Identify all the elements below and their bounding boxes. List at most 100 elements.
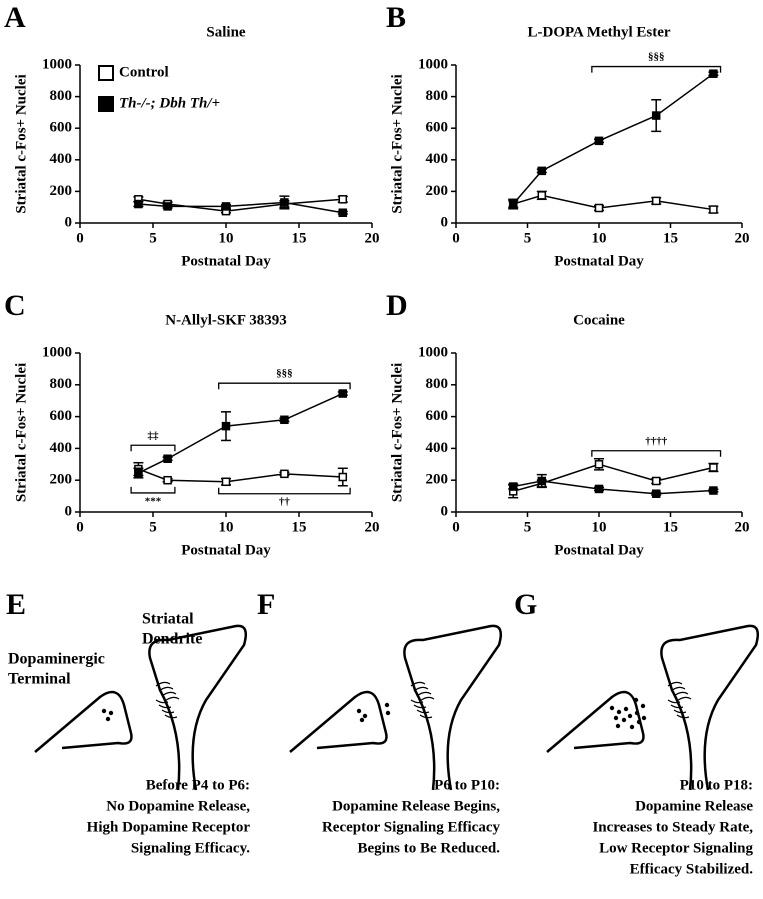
panel-label: F	[257, 588, 275, 621]
x-tick-label: 5	[524, 230, 532, 246]
receptor	[419, 714, 433, 719]
data-point	[651, 476, 661, 486]
caption-line: Before P4 to P6:	[146, 777, 250, 793]
significance-bracket	[218, 487, 351, 495]
receptor	[410, 681, 426, 687]
receptor	[161, 691, 177, 697]
vesicle-dot	[634, 710, 640, 716]
data-point	[163, 454, 172, 463]
x-tick-label: 10	[219, 230, 234, 246]
chart-title: Cocaine	[573, 312, 625, 328]
data-point	[134, 468, 143, 478]
caption-line: Dopamine Release Begins,	[332, 798, 500, 814]
caption-line: Signaling Efficacy.	[131, 840, 250, 856]
x-tick-label: 20	[735, 519, 750, 535]
legend-swatch	[98, 65, 114, 81]
diagram: G	[514, 588, 759, 791]
x-tick-label: 10	[592, 519, 607, 535]
vesicle-dot	[108, 710, 114, 716]
y-tick-label: 200	[426, 183, 449, 199]
data-point	[280, 415, 289, 425]
vesicle-dot	[641, 715, 647, 721]
vesicle-dot	[623, 706, 629, 712]
y-tick-label: 400	[50, 440, 73, 456]
data-point	[508, 199, 518, 209]
caption-line: P6 to P10:	[434, 777, 500, 793]
receptor	[410, 699, 424, 704]
terminal-shape	[546, 690, 645, 753]
y-tick-label: 600	[426, 408, 449, 424]
vesicle-dot	[621, 717, 627, 723]
dendrite-label: Striatal	[142, 611, 194, 628]
panel-label: C	[4, 289, 26, 322]
terminal-label: Dopaminergic	[8, 651, 105, 668]
vesicle-dot	[615, 723, 621, 729]
receptor	[676, 714, 690, 719]
receptor	[416, 691, 432, 697]
data-point	[134, 199, 143, 209]
data-point	[338, 389, 348, 398]
vesicle-dot	[384, 702, 390, 708]
series-line	[512, 73, 714, 205]
caption-line: Efficacy Stabilized.	[630, 861, 754, 877]
receptor	[673, 709, 687, 714]
receptor	[667, 681, 683, 687]
caption-line: No Dopamine Release,	[106, 798, 250, 814]
receptor	[670, 686, 686, 692]
x-tick-label: 5	[524, 519, 532, 535]
data-point	[280, 469, 289, 479]
dendrite-shape	[660, 624, 759, 791]
significance-bracket	[130, 444, 176, 452]
receptor	[164, 696, 180, 702]
x-axis-label: Postnatal Day	[181, 253, 271, 269]
y-tick-label: 0	[441, 503, 449, 519]
receptor	[676, 696, 692, 702]
data-point	[594, 203, 604, 213]
data-point	[709, 69, 718, 78]
caption-line: P10 to P18:	[680, 777, 753, 793]
receptor	[413, 704, 427, 709]
data-point	[221, 421, 231, 431]
receptor	[667, 699, 681, 704]
significance-bracket	[591, 65, 722, 73]
y-tick-label: 0	[65, 503, 73, 519]
x-tick-label: 15	[663, 230, 678, 246]
y-tick-label: 800	[426, 88, 449, 104]
panel-label: E	[6, 588, 26, 621]
x-axis-label: Postnatal Day	[181, 542, 271, 558]
data-point	[709, 463, 718, 472]
caption-line: Low Receptor Signaling	[599, 840, 753, 856]
data-point	[709, 486, 718, 495]
data-point	[594, 460, 604, 469]
panel-label: B	[386, 1, 406, 34]
panel-label: D	[386, 289, 408, 322]
diagram: F	[257, 588, 502, 791]
y-axis-label: Striatal c-Fos+ Nuclei	[389, 74, 405, 213]
receptor	[673, 691, 689, 697]
data-point	[537, 191, 547, 200]
x-tick-label: 0	[76, 230, 84, 246]
x-tick-label: 5	[149, 519, 157, 535]
vesicle-dot	[616, 709, 622, 715]
data-point	[651, 196, 661, 206]
data-point	[221, 477, 231, 487]
data-point	[537, 476, 547, 486]
data-point	[508, 482, 518, 491]
vesicle-dot	[105, 716, 111, 722]
y-tick-label: 800	[426, 376, 449, 392]
y-tick-label: 1000	[418, 56, 448, 72]
data-point	[163, 202, 172, 211]
y-tick-label: 200	[50, 183, 73, 199]
data-point	[338, 472, 348, 482]
y-tick-label: 400	[426, 151, 449, 167]
chart-title: Saline	[206, 24, 246, 40]
x-tick-label: 0	[452, 519, 460, 535]
data-point	[338, 195, 348, 204]
y-axis-label: Striatal c-Fos+ Nuclei	[389, 363, 405, 502]
data-point	[709, 205, 718, 214]
vesicle-dot	[629, 724, 635, 730]
receptor	[419, 696, 435, 702]
x-tick-label: 15	[663, 519, 678, 535]
vesicle-dot	[359, 717, 365, 723]
